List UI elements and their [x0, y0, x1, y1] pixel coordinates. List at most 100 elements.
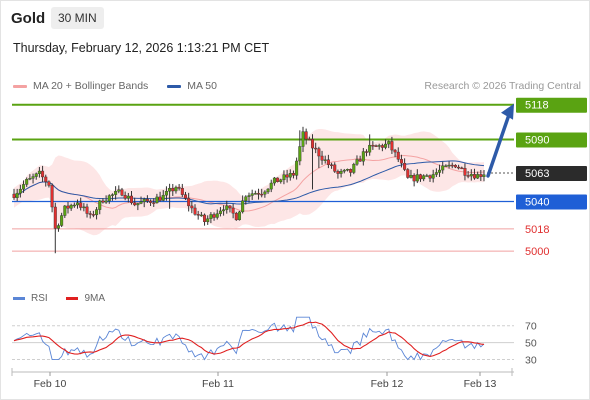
level-label-5040: 5040 [525, 197, 549, 209]
candle-body [250, 193, 254, 196]
candle [168, 183, 172, 209]
candle-body [453, 164, 457, 168]
candle-body [266, 188, 270, 193]
timeframe-badge[interactable]: 30 MIN [51, 7, 104, 29]
candle-body [149, 200, 153, 203]
level-tag-5040 [516, 194, 587, 210]
candle [377, 143, 381, 150]
candle [298, 130, 302, 166]
candle-body [307, 138, 311, 141]
candle-body [123, 195, 127, 199]
candle-body [317, 148, 321, 157]
candle [79, 197, 83, 211]
asset-name: Gold [11, 10, 46, 27]
ma20-line [13, 155, 485, 212]
level-tag-5063 [516, 165, 587, 181]
candle [164, 186, 168, 201]
candle [63, 205, 67, 218]
level-label-5000: 5000 [525, 246, 549, 258]
candle-body [174, 187, 178, 192]
candle [479, 170, 483, 182]
candle-body [44, 176, 48, 182]
candle-body [403, 163, 407, 170]
candle-body [180, 188, 184, 195]
candle-body [365, 151, 369, 153]
candle [88, 210, 92, 219]
candle-body [25, 179, 29, 185]
candle [222, 205, 226, 216]
candle-body [345, 169, 349, 171]
candle-body [231, 207, 235, 214]
candle-body [298, 146, 302, 162]
candle-body [203, 214, 207, 222]
candle [225, 200, 229, 214]
candle [438, 164, 442, 177]
candle-body [276, 177, 280, 182]
candle-body [139, 201, 143, 204]
candle-body [288, 173, 292, 178]
candle-body [196, 214, 200, 216]
legend-rsi: RSI [13, 293, 48, 304]
candle [53, 202, 57, 254]
candle-body [279, 179, 283, 182]
candle [82, 203, 86, 212]
candle [349, 168, 353, 177]
candle-body [466, 175, 470, 177]
candle [412, 173, 416, 187]
candle [393, 148, 397, 158]
candle-body [50, 185, 54, 208]
candle-body [314, 147, 318, 150]
candle [117, 185, 121, 194]
candle [133, 197, 137, 207]
candle [431, 169, 435, 183]
candle [406, 168, 410, 179]
candle-body [438, 169, 442, 173]
candle-body [396, 151, 400, 160]
candle-body [390, 141, 394, 151]
candle [336, 169, 340, 179]
candle [218, 207, 222, 217]
candle-body [361, 151, 365, 162]
legend-rsi-swatch [13, 296, 25, 300]
candle-body [406, 169, 410, 178]
candle-body [425, 175, 429, 177]
candle-body [76, 202, 80, 206]
candle [174, 185, 178, 194]
candle [317, 146, 321, 169]
candle-body [482, 174, 486, 177]
candle [428, 174, 432, 182]
level-tag-5090 [516, 132, 587, 148]
research-credit: Research © 2026 Trading Central [424, 80, 581, 92]
candle-body [88, 213, 92, 215]
candle [66, 201, 70, 214]
candle [365, 149, 369, 157]
candle [320, 150, 324, 165]
x-tick-label: Feb 11 [202, 378, 234, 390]
candle [342, 168, 346, 174]
candle [257, 188, 261, 200]
candle-body [168, 188, 172, 192]
candle-body [158, 196, 162, 201]
candle [187, 192, 191, 212]
legend-bollinger: MA 20 + Bollinger Bands [13, 80, 148, 92]
candle-body [326, 159, 330, 165]
candle-body [333, 164, 337, 172]
candle [31, 173, 35, 184]
candle [152, 198, 156, 207]
candle-body [212, 214, 216, 218]
candle [203, 213, 207, 226]
candle [355, 155, 359, 166]
candle [95, 207, 99, 220]
candle-body [301, 131, 305, 147]
candle [129, 190, 133, 205]
candle [158, 191, 162, 202]
candle [145, 195, 149, 203]
candle-body [237, 211, 241, 221]
candle [263, 190, 267, 198]
candle-body [380, 145, 384, 148]
candle [56, 223, 60, 232]
candle-body [374, 145, 378, 147]
candle [476, 171, 480, 179]
candle-body [215, 213, 219, 218]
candle [295, 157, 299, 180]
